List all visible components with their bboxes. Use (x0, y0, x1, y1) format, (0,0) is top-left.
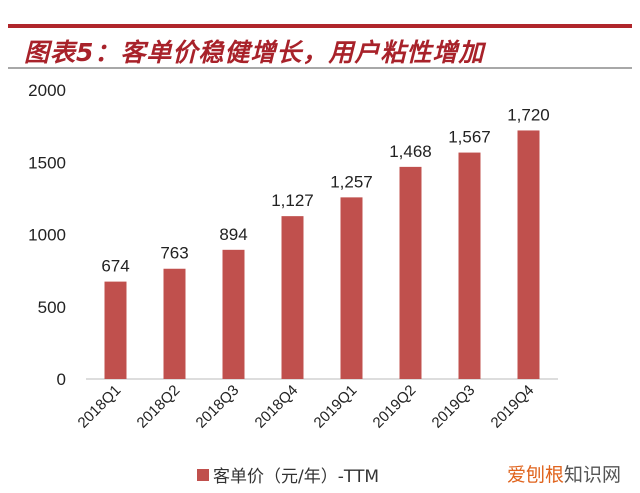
data-label: 1,257 (330, 172, 373, 191)
y-tick-label: 500 (38, 298, 66, 317)
title-top-rule (8, 24, 632, 28)
y-tick-label: 2000 (28, 81, 66, 100)
bar (104, 281, 127, 379)
x-tick-label: 2018Q1 (75, 382, 125, 432)
x-tick-label: 2019Q3 (429, 382, 479, 432)
bar (281, 216, 304, 379)
bar (340, 197, 363, 379)
x-tick-label: 2019Q1 (311, 382, 361, 432)
data-label: 894 (219, 225, 247, 244)
bar (517, 130, 540, 379)
legend: 客单价（元/年）-TTM (197, 462, 379, 487)
legend-swatch (197, 468, 209, 481)
x-tick-label: 2018Q3 (193, 382, 243, 432)
x-tick-label: 2018Q4 (252, 382, 302, 432)
data-label: 674 (101, 257, 129, 276)
watermark: 爱刨根知识网 (507, 464, 622, 486)
data-label: 763 (160, 244, 188, 263)
data-label: 1,567 (448, 128, 491, 147)
title-bottom-rule (8, 67, 632, 69)
bar (458, 152, 481, 379)
data-label: 1,468 (389, 142, 432, 161)
bar (399, 166, 422, 379)
y-tick-label: 0 (57, 370, 66, 389)
data-label: 1,720 (507, 105, 550, 124)
bar (222, 249, 245, 379)
data-label: 1,127 (271, 191, 314, 210)
x-tick-label: 2018Q2 (134, 382, 184, 432)
bar (163, 268, 186, 379)
y-tick-label: 1000 (28, 226, 66, 245)
legend-label: 客单价（元/年）-TTM (213, 467, 379, 487)
x-tick-label: 2019Q4 (488, 382, 538, 432)
y-tick-label: 1500 (28, 153, 66, 172)
x-tick-label: 2019Q2 (370, 382, 420, 432)
chart-title: 图表5：客单价稳健增长，用户粘性增加 (24, 38, 485, 67)
